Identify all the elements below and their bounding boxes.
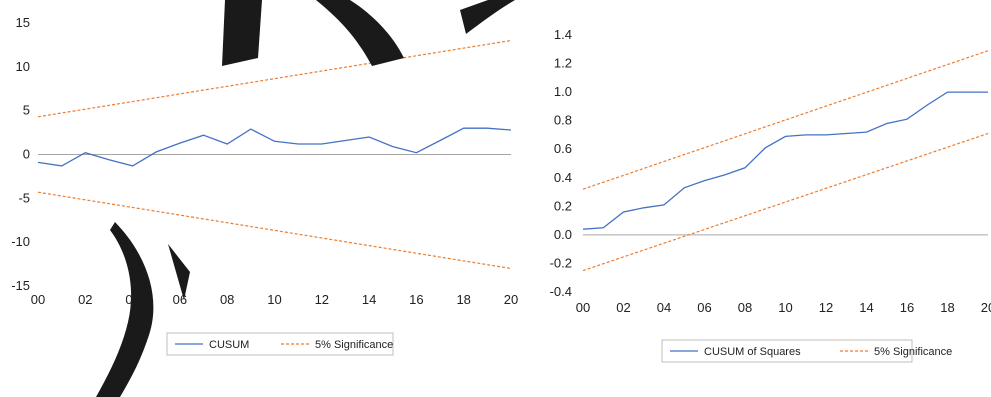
swoosh-shape xyxy=(460,0,515,34)
y-tick-label: -10 xyxy=(11,234,30,249)
x-tick-label: 04 xyxy=(657,300,671,315)
y-tick-label: 1.4 xyxy=(554,27,572,42)
decorative-overlay xyxy=(96,0,515,397)
y-tick-label: 0.6 xyxy=(554,141,572,156)
x-tick-label: 00 xyxy=(576,300,590,315)
y-tick-label: 0.0 xyxy=(554,227,572,242)
x-tick-label: 08 xyxy=(220,292,234,307)
upper-significance-line xyxy=(582,50,989,190)
x-tick-label: 16 xyxy=(409,292,423,307)
cusum-of-squares-legend: CUSUM of Squares 5% Significance xyxy=(661,339,952,363)
lower-significance-line xyxy=(582,132,989,272)
swoosh-shape xyxy=(316,0,404,66)
y-tick-label: 0 xyxy=(23,147,30,162)
x-tick-label: 02 xyxy=(616,300,630,315)
cusum-legend: CUSUM 5% Significance xyxy=(166,332,394,356)
y-tick-label: -0.4 xyxy=(550,284,572,299)
y-tick-label: 0.2 xyxy=(554,198,572,213)
y-tick-label: 15 xyxy=(16,15,30,30)
y-tick-label: -15 xyxy=(11,278,30,293)
y-tick-label: 10 xyxy=(16,59,30,74)
y-tick-label: 1.2 xyxy=(554,56,572,71)
swoosh-shape xyxy=(222,0,262,66)
y-tick-label: 1.0 xyxy=(554,84,572,99)
x-tick-label: 20 xyxy=(504,292,518,307)
x-tick-label: 14 xyxy=(362,292,376,307)
x-tick-label: 06 xyxy=(697,300,711,315)
x-tick-label: 18 xyxy=(940,300,954,315)
y-tick-label: -0.2 xyxy=(550,255,572,270)
x-tick-label: 12 xyxy=(819,300,833,315)
legend-box xyxy=(166,332,394,356)
legend-entry-label: 5% Significance xyxy=(315,339,393,351)
legend-entry-label: CUSUM xyxy=(209,339,249,351)
x-tick-label: 18 xyxy=(456,292,470,307)
y-tick-label: -5 xyxy=(18,190,30,205)
swoosh-shape xyxy=(168,244,190,300)
legend-box xyxy=(661,339,913,363)
cusum-of-squares-series-line xyxy=(582,91,988,230)
x-tick-label: 10 xyxy=(778,300,792,315)
x-tick-label: 08 xyxy=(738,300,752,315)
x-tick-label: 14 xyxy=(859,300,873,315)
y-tick-label: 0.8 xyxy=(554,113,572,128)
y-tick-label: 5 xyxy=(23,103,30,118)
x-tick-label: 12 xyxy=(315,292,329,307)
x-tick-label: 02 xyxy=(78,292,92,307)
y-tick-label: 0.4 xyxy=(554,170,572,185)
swoosh-shape xyxy=(96,222,154,397)
x-tick-label: 00 xyxy=(31,292,45,307)
cusum-of-squares-chart: 1.4 1.2 1.0 0.8 0.6 0.4 0.2 0.0 -0.2 -0.4 00 02 04 0… xyxy=(550,27,991,363)
legend-entry-label: CUSUM of Squares xyxy=(704,346,801,358)
cusum-series-line xyxy=(37,127,512,167)
x-tick-label: 20 xyxy=(981,300,991,315)
legend-entry-label: 5% Significance xyxy=(874,346,952,358)
x-tick-label: 10 xyxy=(267,292,281,307)
x-tick-label: 16 xyxy=(900,300,914,315)
